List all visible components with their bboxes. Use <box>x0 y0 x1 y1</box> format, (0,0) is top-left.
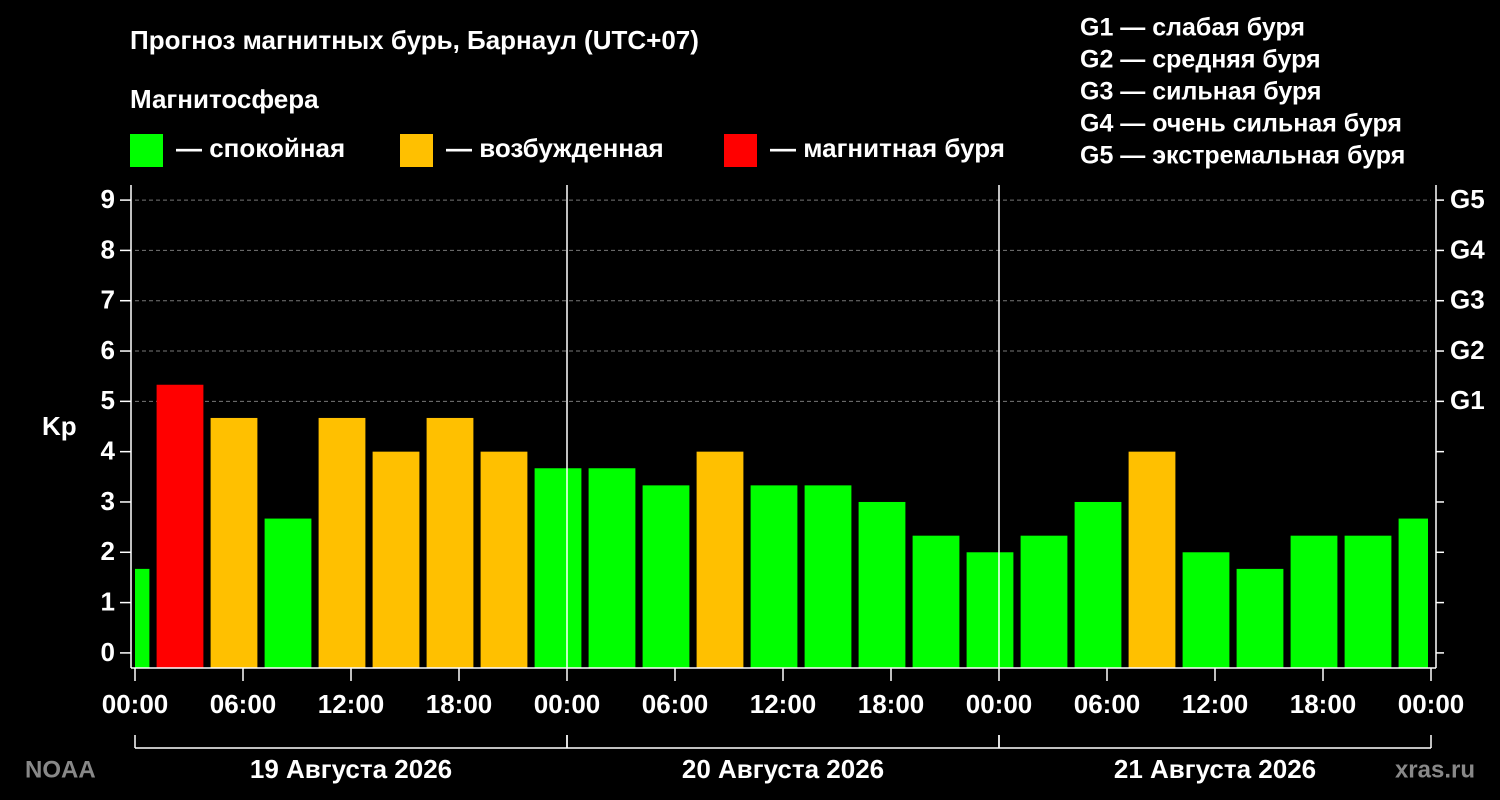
y2-tick-label: G5 <box>1450 184 1485 214</box>
credit: xras.ru <box>1395 756 1475 783</box>
bar <box>210 417 258 668</box>
x-tick-label: 00:00 <box>1398 689 1465 719</box>
x-tick-label: 00:00 <box>534 689 601 719</box>
x-tick-label: 06:00 <box>1074 689 1141 719</box>
y-tick-label: 7 <box>101 285 115 315</box>
legend-label: — спокойная <box>176 133 345 163</box>
x-tick-label: 12:00 <box>750 689 817 719</box>
chart-title: Прогноз магнитных бурь, Барнаул (UTC+07) <box>130 25 699 55</box>
y-tick-label: 2 <box>101 536 115 566</box>
y-tick-label: 9 <box>101 184 115 214</box>
bar <box>1020 535 1068 668</box>
bar <box>156 384 204 668</box>
legend-swatch <box>400 134 433 167</box>
bar <box>480 451 528 668</box>
y2-tick-label: G4 <box>1450 234 1485 264</box>
bar <box>642 485 690 668</box>
scale-note: G2 — средняя буря <box>1080 46 1321 74</box>
x-tick-label: 18:00 <box>1290 689 1357 719</box>
legend-label: — возбужденная <box>446 133 664 163</box>
y-tick-label: 6 <box>101 335 115 365</box>
legend-label: — магнитная буря <box>770 133 1005 163</box>
bar <box>804 485 852 668</box>
x-tick-label: 00:00 <box>966 689 1033 719</box>
day-label: 20 Августа 2026 <box>682 754 884 784</box>
bar <box>696 451 744 668</box>
y-axis-label: Kp <box>42 411 77 441</box>
x-tick-label: 12:00 <box>1182 689 1249 719</box>
bar <box>858 501 906 668</box>
bar <box>1398 518 1428 668</box>
x-tick-label: 06:00 <box>642 689 709 719</box>
chart-subtitle: Магнитосфера <box>130 84 319 114</box>
y-tick-label: 4 <box>101 436 116 466</box>
x-tick-label: 18:00 <box>426 689 493 719</box>
y-tick-label: 8 <box>101 234 115 264</box>
x-tick-label: 06:00 <box>210 689 277 719</box>
bar <box>1236 568 1284 668</box>
bar <box>534 468 582 668</box>
day-label: 21 Августа 2026 <box>1114 754 1316 784</box>
bar <box>135 568 150 668</box>
x-tick-label: 00:00 <box>102 689 169 719</box>
bar <box>1290 535 1338 668</box>
bar <box>912 535 960 668</box>
x-tick-label: 12:00 <box>318 689 385 719</box>
bar <box>1128 451 1176 668</box>
legend-swatch <box>724 134 757 167</box>
bar <box>426 417 474 668</box>
bar <box>1344 535 1392 668</box>
source: NOAA <box>25 756 96 783</box>
bar <box>588 468 636 668</box>
y2-tick-label: G2 <box>1450 335 1485 365</box>
y-tick-label: 0 <box>101 637 115 667</box>
y2-tick-label: G1 <box>1450 385 1485 415</box>
bar <box>1074 501 1122 668</box>
y2-tick-label: G3 <box>1450 285 1485 315</box>
bar <box>966 552 1014 668</box>
scale-note: G5 — экстремальная буря <box>1080 142 1405 170</box>
x-tick-label: 18:00 <box>858 689 925 719</box>
y-tick-label: 1 <box>101 586 115 616</box>
bar <box>750 485 798 668</box>
bar <box>264 518 312 668</box>
bar <box>318 417 366 668</box>
y-tick-label: 3 <box>101 486 115 516</box>
scale-note: G3 — сильная буря <box>1080 78 1322 106</box>
bar <box>372 451 420 668</box>
day-label: 19 Августа 2026 <box>250 754 452 784</box>
bar <box>1182 552 1230 668</box>
scale-note: G4 — очень сильная буря <box>1080 110 1402 138</box>
scale-note: G1 — слабая буря <box>1080 14 1305 42</box>
bars <box>135 384 1428 668</box>
legend-swatch <box>130 134 163 167</box>
y-tick-label: 5 <box>101 385 115 415</box>
